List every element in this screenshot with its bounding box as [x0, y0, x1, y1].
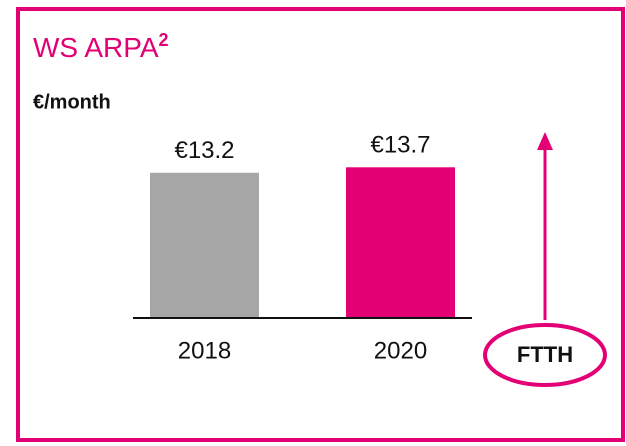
value-label: €13.2	[174, 137, 234, 164]
arrow-head	[537, 132, 553, 150]
bar	[150, 172, 259, 318]
subtitle: €/month	[33, 91, 111, 113]
bar	[346, 167, 455, 318]
annotation-ellipse	[483, 323, 607, 387]
annotation: FTTH	[517, 342, 573, 367]
title-text: WS ARPA	[33, 32, 159, 63]
chart-title: WS ARPA2	[33, 30, 169, 64]
title-superscript: 2	[159, 30, 169, 50]
x-tick-label: 2018	[178, 337, 231, 364]
value-label: €13.7	[370, 132, 430, 159]
x-tick-label: 2020	[374, 337, 427, 364]
